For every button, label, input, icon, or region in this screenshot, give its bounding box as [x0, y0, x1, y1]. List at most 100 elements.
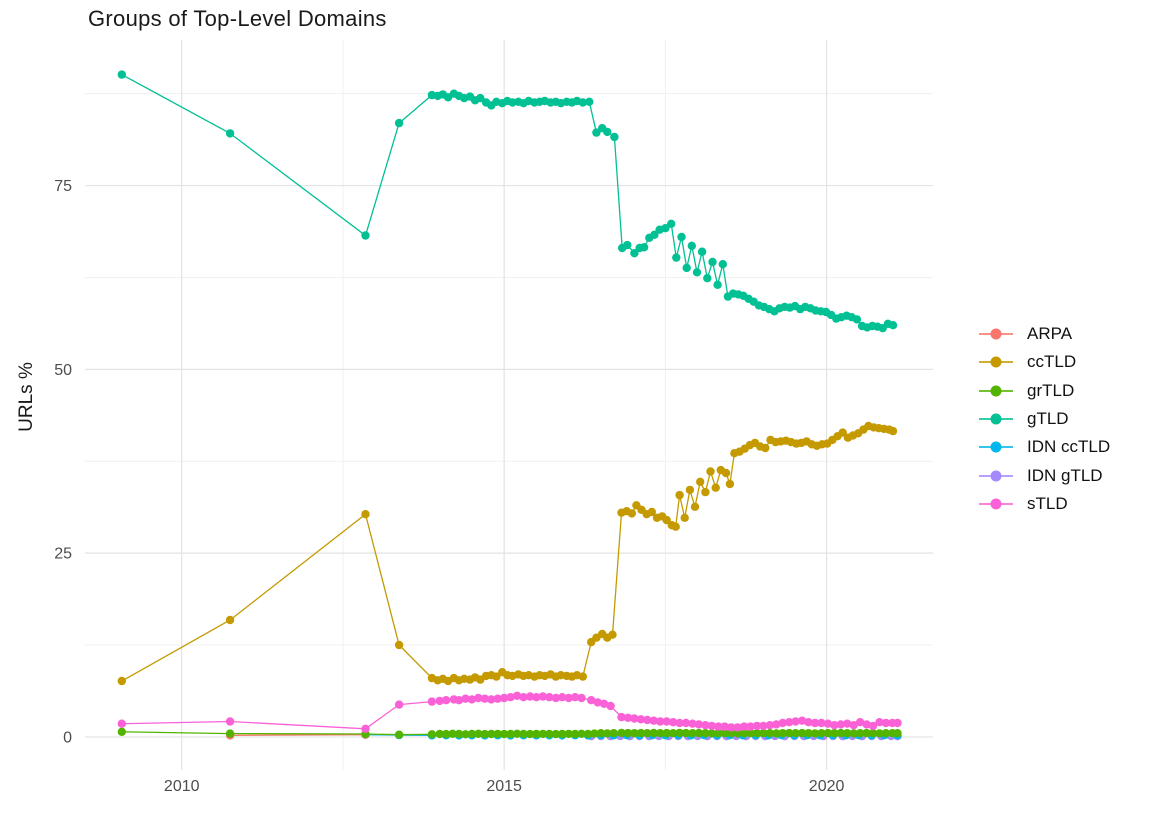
data-point-stld: [681, 718, 691, 728]
data-point-grtld: [849, 729, 858, 738]
data-point-grtld: [427, 730, 437, 739]
data-point-grtld: [590, 729, 599, 738]
data-point-stld: [694, 720, 704, 729]
data-point-gtld: [682, 263, 691, 273]
data-point-grtld: [759, 728, 768, 738]
data-point-grtld: [512, 729, 522, 738]
data-point-grtld: [117, 727, 127, 736]
data-point-cctld: [685, 485, 695, 495]
data-point-gtld: [630, 249, 639, 258]
data-point-grtld: [830, 729, 839, 738]
data-point-stld: [817, 718, 826, 728]
data-point-stld: [577, 693, 586, 703]
data-point-grtld: [570, 729, 580, 739]
data-point-stld: [558, 693, 567, 702]
data-point-gtld: [610, 132, 619, 142]
data-point-grtld: [525, 729, 535, 739]
data-point-stld: [532, 693, 541, 702]
data-point-grtld: [583, 729, 593, 739]
data-point-stld: [361, 724, 370, 733]
data-point-stld: [843, 719, 852, 728]
legend-label: ccTLD: [1027, 352, 1077, 372]
data-point-stld: [746, 722, 755, 731]
data-point-cctld: [608, 630, 617, 639]
data-point-cctld: [721, 468, 731, 478]
data-point-gtld: [667, 219, 676, 228]
data-point-grtld: [714, 729, 723, 738]
data-point-stld: [570, 693, 580, 702]
data-point-gtld: [703, 274, 712, 283]
data-point-grtld: [441, 729, 451, 739]
data-point-grtld: [746, 728, 755, 738]
data-point-grtld: [752, 729, 762, 738]
data-point-gtld: [623, 240, 632, 250]
legend-key-dot: [990, 356, 1002, 368]
x-tick-label: 2010: [164, 778, 200, 795]
data-point-stld: [538, 692, 548, 701]
data-point-cctld: [761, 443, 770, 453]
data-point-stld: [519, 693, 528, 702]
legend: ARPA ccTLD grTLD gTLD IDN ccTLD IDN gTLD sTLD: [978, 320, 1110, 518]
data-point-stld: [714, 722, 723, 731]
data-point-grtld: [656, 729, 665, 738]
data-point-cctld: [662, 515, 671, 525]
data-point-grtld: [765, 729, 774, 738]
data-point-gtld: [687, 241, 696, 250]
data-point-stld: [630, 714, 639, 723]
data-point-grtld: [617, 728, 626, 738]
data-point-grtld: [448, 729, 457, 738]
data-point-stld: [662, 717, 671, 726]
data-point-cctld: [701, 487, 710, 497]
data-point-stld: [810, 718, 820, 728]
data-point-stld: [506, 693, 515, 702]
data-point-stld: [441, 696, 451, 705]
legend-key-icon: [979, 470, 1013, 482]
legend-item-stld: sTLD: [978, 490, 1110, 518]
legend-label: sTLD: [1027, 493, 1068, 513]
data-point-grtld: [519, 729, 528, 739]
y-tick-label: 75: [54, 178, 72, 195]
data-point-cctld: [225, 615, 235, 625]
data-point-stld: [830, 721, 839, 730]
data-point-gtld: [476, 93, 485, 103]
legend-key-dot: [990, 441, 1002, 453]
data-point-stld: [649, 716, 658, 725]
data-point-grtld: [454, 729, 464, 739]
data-point-grtld: [785, 728, 794, 738]
data-point-gtld: [650, 230, 659, 239]
data-point-stld: [643, 715, 652, 725]
data-point-grtld: [836, 728, 845, 738]
data-point-grtld: [817, 729, 826, 738]
legend-key-icon: [979, 498, 1013, 510]
data-point-grtld: [487, 729, 496, 739]
data-point-grtld: [500, 729, 509, 739]
data-point-stld: [394, 700, 404, 709]
data-point-grtld: [564, 729, 573, 739]
data-point-stld: [564, 693, 573, 703]
data-point-stld: [778, 718, 787, 728]
data-point-grtld: [394, 730, 404, 739]
data-point-stld: [474, 693, 483, 703]
legend-item-arpa: ARPA: [978, 320, 1110, 348]
data-point-stld: [593, 698, 602, 707]
data-point-stld: [467, 695, 477, 704]
axis-tick-labels: 0 25 50 75 2010 2015 2020: [54, 178, 844, 795]
data-point-cctld: [647, 507, 656, 517]
legend-label: IDN gTLD: [1027, 465, 1103, 485]
data-point-gtld: [592, 128, 601, 137]
chart-title: Groups of Top-Level Domains: [88, 6, 387, 31]
data-point-grtld: [474, 729, 483, 738]
gridlines: [85, 40, 933, 770]
data-point-grtld: [797, 728, 807, 738]
data-point-stld: [435, 696, 444, 706]
data-point-cctld: [838, 428, 847, 437]
data-point-grtld: [551, 729, 560, 739]
data-point-grtld: [739, 729, 749, 738]
data-point-gtld: [888, 321, 898, 330]
data-point-grtld: [810, 729, 820, 738]
legend-key-dot: [990, 413, 1002, 425]
legend-key-icon: [979, 385, 1013, 397]
legend-item-grtld: grTLD: [978, 377, 1110, 405]
data-point-stld: [759, 721, 768, 731]
